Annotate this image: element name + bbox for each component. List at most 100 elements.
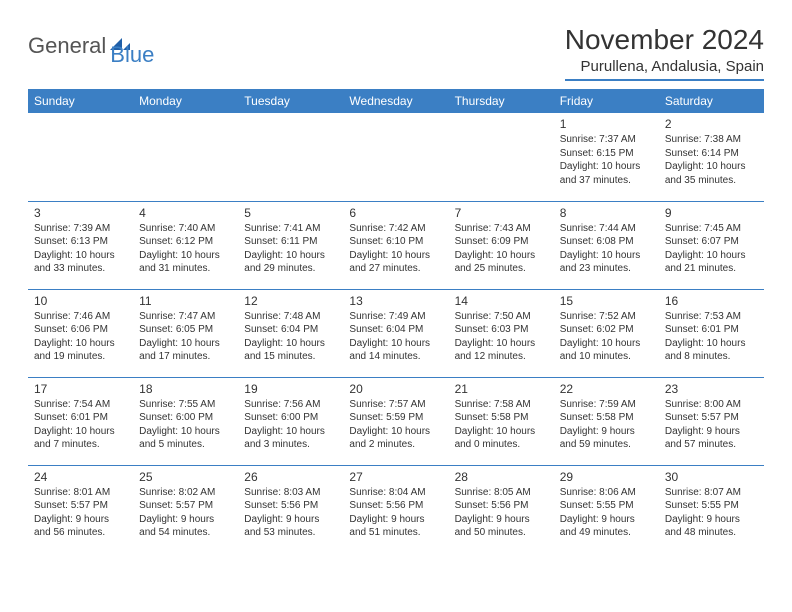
sunrise-text: Sunrise: 7:45 AM bbox=[665, 222, 758, 236]
calendar-day-cell: 30Sunrise: 8:07 AMSunset: 5:55 PMDayligh… bbox=[659, 465, 764, 553]
daylight-text: and 57 minutes. bbox=[665, 438, 758, 452]
day-number: 5 bbox=[244, 205, 337, 221]
daylight-text: and 21 minutes. bbox=[665, 262, 758, 276]
daylight-text: Daylight: 10 hours bbox=[560, 337, 653, 351]
weekday-header: Friday bbox=[554, 89, 659, 113]
calendar-day-cell: 22Sunrise: 7:59 AMSunset: 5:58 PMDayligh… bbox=[554, 377, 659, 465]
calendar-day-cell: 14Sunrise: 7:50 AMSunset: 6:03 PMDayligh… bbox=[449, 289, 554, 377]
calendar-day-cell: 13Sunrise: 7:49 AMSunset: 6:04 PMDayligh… bbox=[343, 289, 448, 377]
daylight-text: and 59 minutes. bbox=[560, 438, 653, 452]
sunset-text: Sunset: 6:00 PM bbox=[139, 411, 232, 425]
daylight-text: Daylight: 10 hours bbox=[349, 425, 442, 439]
daylight-text: and 29 minutes. bbox=[244, 262, 337, 276]
calendar-day-cell: 16Sunrise: 7:53 AMSunset: 6:01 PMDayligh… bbox=[659, 289, 764, 377]
calendar-empty-cell bbox=[449, 113, 554, 201]
day-number: 20 bbox=[349, 381, 442, 397]
calendar-day-cell: 21Sunrise: 7:58 AMSunset: 5:58 PMDayligh… bbox=[449, 377, 554, 465]
logo-text-2: Blue bbox=[110, 42, 154, 68]
day-number: 9 bbox=[665, 205, 758, 221]
sunrise-text: Sunrise: 8:07 AM bbox=[665, 486, 758, 500]
sunrise-text: Sunrise: 7:55 AM bbox=[139, 398, 232, 412]
sunrise-text: Sunrise: 7:46 AM bbox=[34, 310, 127, 324]
sunset-text: Sunset: 5:56 PM bbox=[455, 499, 548, 513]
calendar-empty-cell bbox=[343, 113, 448, 201]
sunrise-text: Sunrise: 7:48 AM bbox=[244, 310, 337, 324]
day-number: 13 bbox=[349, 293, 442, 309]
calendar-day-cell: 29Sunrise: 8:06 AMSunset: 5:55 PMDayligh… bbox=[554, 465, 659, 553]
daylight-text: Daylight: 10 hours bbox=[665, 337, 758, 351]
calendar-day-cell: 3Sunrise: 7:39 AMSunset: 6:13 PMDaylight… bbox=[28, 201, 133, 289]
sunrise-text: Sunrise: 7:43 AM bbox=[455, 222, 548, 236]
daylight-text: Daylight: 10 hours bbox=[244, 337, 337, 351]
daylight-text: and 17 minutes. bbox=[139, 350, 232, 364]
day-number: 3 bbox=[34, 205, 127, 221]
calendar-day-cell: 26Sunrise: 8:03 AMSunset: 5:56 PMDayligh… bbox=[238, 465, 343, 553]
calendar-day-cell: 10Sunrise: 7:46 AMSunset: 6:06 PMDayligh… bbox=[28, 289, 133, 377]
sunrise-text: Sunrise: 7:38 AM bbox=[665, 133, 758, 147]
sunset-text: Sunset: 5:56 PM bbox=[244, 499, 337, 513]
calendar-day-cell: 15Sunrise: 7:52 AMSunset: 6:02 PMDayligh… bbox=[554, 289, 659, 377]
sunrise-text: Sunrise: 7:42 AM bbox=[349, 222, 442, 236]
calendar-day-cell: 20Sunrise: 7:57 AMSunset: 5:59 PMDayligh… bbox=[343, 377, 448, 465]
logo-text-1: General bbox=[28, 33, 106, 59]
daylight-text: and 10 minutes. bbox=[560, 350, 653, 364]
calendar-day-cell: 24Sunrise: 8:01 AMSunset: 5:57 PMDayligh… bbox=[28, 465, 133, 553]
month-title: November 2024 bbox=[565, 24, 764, 56]
daylight-text: Daylight: 10 hours bbox=[455, 249, 548, 263]
header: General Blue November 2024 Purullena, An… bbox=[28, 24, 764, 81]
sunrise-text: Sunrise: 7:37 AM bbox=[560, 133, 653, 147]
daylight-text: Daylight: 10 hours bbox=[455, 337, 548, 351]
sunset-text: Sunset: 5:59 PM bbox=[349, 411, 442, 425]
sunset-text: Sunset: 5:57 PM bbox=[34, 499, 127, 513]
day-number: 8 bbox=[560, 205, 653, 221]
day-number: 29 bbox=[560, 469, 653, 485]
sunrise-text: Sunrise: 7:47 AM bbox=[139, 310, 232, 324]
daylight-text: Daylight: 10 hours bbox=[349, 249, 442, 263]
day-number: 10 bbox=[34, 293, 127, 309]
day-number: 18 bbox=[139, 381, 232, 397]
sunset-text: Sunset: 6:00 PM bbox=[244, 411, 337, 425]
sunrise-text: Sunrise: 8:04 AM bbox=[349, 486, 442, 500]
calendar-table: SundayMondayTuesdayWednesdayThursdayFrid… bbox=[28, 89, 764, 553]
sunset-text: Sunset: 6:09 PM bbox=[455, 235, 548, 249]
daylight-text: Daylight: 10 hours bbox=[349, 337, 442, 351]
sunset-text: Sunset: 6:02 PM bbox=[560, 323, 653, 337]
daylight-text: Daylight: 10 hours bbox=[34, 337, 127, 351]
day-number: 2 bbox=[665, 116, 758, 132]
weekday-header: Saturday bbox=[659, 89, 764, 113]
sunset-text: Sunset: 5:55 PM bbox=[665, 499, 758, 513]
daylight-text: Daylight: 10 hours bbox=[455, 425, 548, 439]
weekday-header: Tuesday bbox=[238, 89, 343, 113]
day-number: 14 bbox=[455, 293, 548, 309]
daylight-text: Daylight: 10 hours bbox=[34, 425, 127, 439]
daylight-text: and 31 minutes. bbox=[139, 262, 232, 276]
sunrise-text: Sunrise: 7:40 AM bbox=[139, 222, 232, 236]
daylight-text: Daylight: 9 hours bbox=[34, 513, 127, 527]
day-number: 25 bbox=[139, 469, 232, 485]
sunrise-text: Sunrise: 7:44 AM bbox=[560, 222, 653, 236]
daylight-text: and 35 minutes. bbox=[665, 174, 758, 188]
daylight-text: Daylight: 9 hours bbox=[244, 513, 337, 527]
daylight-text: and 53 minutes. bbox=[244, 526, 337, 540]
daylight-text: Daylight: 10 hours bbox=[139, 425, 232, 439]
calendar-day-cell: 4Sunrise: 7:40 AMSunset: 6:12 PMDaylight… bbox=[133, 201, 238, 289]
day-number: 27 bbox=[349, 469, 442, 485]
calendar-page: General Blue November 2024 Purullena, An… bbox=[0, 0, 792, 577]
day-number: 22 bbox=[560, 381, 653, 397]
sunset-text: Sunset: 6:06 PM bbox=[34, 323, 127, 337]
daylight-text: and 14 minutes. bbox=[349, 350, 442, 364]
sunset-text: Sunset: 6:01 PM bbox=[665, 323, 758, 337]
daylight-text: and 56 minutes. bbox=[34, 526, 127, 540]
sunrise-text: Sunrise: 8:03 AM bbox=[244, 486, 337, 500]
daylight-text: Daylight: 10 hours bbox=[665, 249, 758, 263]
daylight-text: and 27 minutes. bbox=[349, 262, 442, 276]
daylight-text: Daylight: 10 hours bbox=[560, 249, 653, 263]
sunset-text: Sunset: 6:11 PM bbox=[244, 235, 337, 249]
daylight-text: and 0 minutes. bbox=[455, 438, 548, 452]
sunrise-text: Sunrise: 7:53 AM bbox=[665, 310, 758, 324]
daylight-text: and 7 minutes. bbox=[34, 438, 127, 452]
sunset-text: Sunset: 6:15 PM bbox=[560, 147, 653, 161]
sunset-text: Sunset: 5:57 PM bbox=[665, 411, 758, 425]
calendar-week-row: 24Sunrise: 8:01 AMSunset: 5:57 PMDayligh… bbox=[28, 465, 764, 553]
daylight-text: and 5 minutes. bbox=[139, 438, 232, 452]
